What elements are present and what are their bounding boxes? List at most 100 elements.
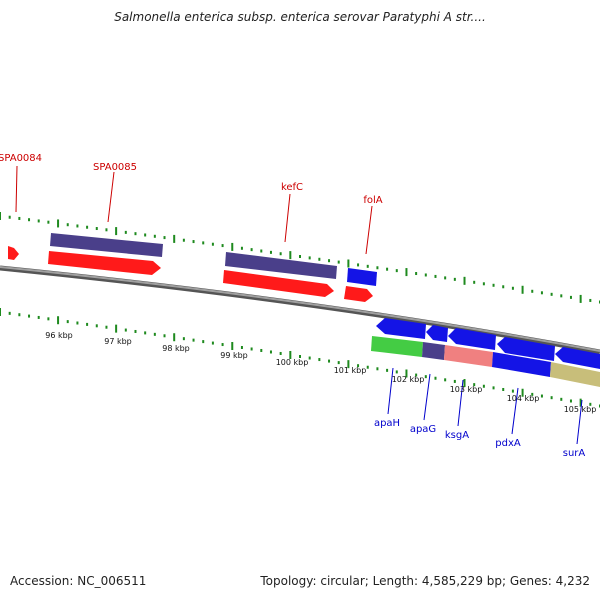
gene-apag-arrow[interactable] — [426, 325, 448, 342]
lower-track-minor-tick — [221, 343, 224, 347]
gene-apah-arrow[interactable] — [376, 318, 426, 339]
upper-track-minor-tick — [192, 240, 195, 244]
gene-spa0084-arrow[interactable] — [8, 246, 19, 260]
upper-tick-track — [0, 212, 600, 304]
lower-track-major-tick — [347, 360, 350, 369]
lower-track-minor-tick — [124, 328, 127, 332]
lower-track-minor-tick — [299, 355, 301, 358]
lower-track-minor-tick — [589, 402, 592, 406]
genome-backbone-highlight — [0, 266, 600, 352]
upper-track-minor-tick — [153, 234, 156, 238]
lower-track-minor-tick — [386, 368, 389, 372]
lower-track-minor-tick — [511, 389, 514, 393]
scale-label-98: 98 kbp — [162, 344, 190, 353]
upper-track-minor-tick — [134, 232, 137, 236]
lower-track-minor-tick — [366, 365, 369, 369]
leader-apah — [387, 367, 394, 415]
lower-track-major-tick — [579, 398, 582, 407]
label-apag: apaG — [410, 424, 436, 435]
lower-track-minor-tick — [95, 324, 98, 328]
upper-track-minor-tick — [502, 285, 505, 289]
leader-sura — [576, 399, 583, 445]
label-sura: surA — [563, 448, 586, 459]
lower-track-minor-tick — [66, 320, 69, 324]
lower-track-minor-tick — [540, 394, 543, 398]
leader-apag — [423, 373, 431, 421]
lower-track-minor-tick — [531, 392, 534, 396]
upper-track-major-tick — [0, 212, 1, 220]
upper-track-major-tick — [115, 227, 118, 236]
leader-fola — [365, 205, 373, 255]
upper-track-minor-tick — [473, 280, 476, 284]
upper-track-minor-tick — [415, 272, 418, 276]
lower-track-minor-tick — [163, 334, 166, 338]
scale-label-102: 102 kbp — [392, 375, 425, 384]
upper-track-minor-tick — [250, 248, 253, 252]
lower-track-minor-tick — [395, 370, 398, 374]
upper-track-minor-tick — [308, 256, 311, 260]
lower-track-minor-tick — [250, 347, 253, 351]
lower-track-minor-tick — [318, 358, 321, 362]
scale-label-105: 105 kbp — [564, 405, 597, 414]
lower-track-major-tick — [289, 350, 292, 359]
region-khaki-bar[interactable] — [550, 362, 600, 387]
upper-track-minor-tick — [424, 273, 427, 277]
region-purple-bar[interactable] — [422, 342, 445, 360]
upper-track-minor-tick — [86, 225, 89, 229]
lower-track-major-tick — [231, 342, 234, 351]
gene-fola-arrow[interactable] — [344, 286, 373, 302]
lower-track-minor-tick — [279, 351, 282, 355]
lower-track-minor-tick — [105, 325, 108, 329]
region-blue-bar[interactable] — [492, 352, 551, 377]
scale-label-101: 101 kbp — [334, 366, 367, 375]
upper-track-major-tick — [579, 294, 582, 303]
gene-spa0085-arrow[interactable] — [48, 251, 161, 275]
upper-track-minor-tick — [66, 223, 69, 227]
upper-track-minor-tick — [386, 267, 389, 271]
upper-track-minor-tick — [240, 246, 243, 250]
label-ksga: ksgA — [445, 430, 469, 441]
lower-track-minor-tick — [86, 322, 89, 326]
upper-track-minor-tick — [434, 274, 437, 278]
upper-track-major-tick — [347, 259, 350, 268]
upper-track-major-tick — [289, 251, 292, 260]
leader-spa0084 — [15, 165, 18, 213]
gene-sura-arrow[interactable] — [555, 347, 600, 369]
upper-track-minor-tick — [376, 266, 379, 270]
lower-track-minor-tick — [376, 367, 379, 371]
scale-label-100: 100 kbp — [276, 358, 309, 367]
lower-track-minor-tick — [434, 376, 437, 380]
scale-label-104: 104 kbp — [507, 394, 540, 403]
label-pdxa: pdxA — [495, 438, 521, 449]
lower-tick-track — [0, 308, 600, 408]
upper-track-minor-tick — [95, 227, 98, 231]
lower-track-minor-tick — [453, 379, 456, 383]
upper-track-minor-tick — [279, 252, 282, 256]
leader-ksga — [457, 379, 464, 427]
label-apah: apaH — [374, 418, 400, 429]
upper-track-major-tick — [57, 219, 60, 228]
gene-spa0084-purple-bar[interactable] — [50, 233, 163, 257]
lower-track-minor-tick — [560, 397, 563, 401]
upper-track-major-tick — [231, 242, 234, 251]
lower-track-minor-tick — [192, 338, 195, 342]
topology-label: Topology: circular; Length: 4,585,229 bp… — [260, 574, 590, 588]
region-pink-bar[interactable] — [444, 345, 493, 367]
upper-track-minor-tick — [357, 263, 360, 267]
upper-track-major-tick — [405, 268, 408, 277]
region-green-bar[interactable] — [371, 336, 423, 357]
lower-track-minor-tick — [424, 375, 427, 379]
scale-label-103: 103 kbp — [450, 385, 483, 394]
gene-kefc-arrow[interactable] — [223, 270, 334, 297]
upper-track-major-tick — [521, 285, 524, 294]
lower-track-major-tick — [463, 379, 466, 388]
gene-ksga-arrow[interactable] — [448, 328, 496, 350]
gene-kefc-purple-bar[interactable] — [225, 252, 337, 279]
lower-track-minor-tick — [153, 332, 156, 336]
upper-track-minor-tick — [221, 244, 224, 248]
gene-pdxa-arrow[interactable] — [497, 337, 555, 361]
upper-track-minor-tick — [337, 260, 340, 264]
gene-fola-blue-bar[interactable] — [347, 268, 377, 286]
label-fola: folA — [363, 195, 382, 206]
